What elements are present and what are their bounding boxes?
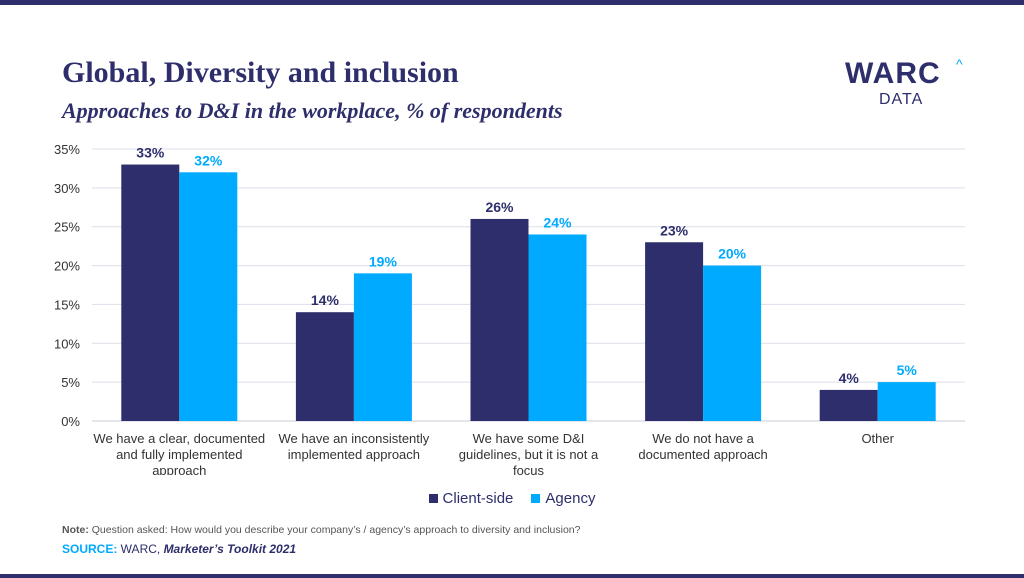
data-label: 24% <box>543 214 572 230</box>
source-org: WARC, <box>117 542 164 556</box>
data-label: 19% <box>369 253 398 269</box>
x-tick-label: We have an inconsistently <box>279 431 430 446</box>
data-label: 20% <box>718 246 747 262</box>
legend-item-agency: Agency <box>531 490 595 507</box>
y-tick-label: 30% <box>54 181 80 196</box>
x-tick-label: guidelines, but it is not a <box>459 447 599 462</box>
top-accent-bar <box>0 0 1024 5</box>
x-tick-label: We have some D&I <box>473 431 585 446</box>
y-tick-label: 35% <box>54 142 80 157</box>
bottom-accent-bar <box>0 574 1024 578</box>
data-label: 23% <box>660 222 689 238</box>
chart-subtitle: Approaches to D&I in the workplace, % of… <box>62 98 563 123</box>
bar-chart: 0% 5% 10% 15% 20% 25% 30% 35% 33% 32% We have a cl… <box>54 142 965 475</box>
x-tick-label: Other <box>861 431 894 446</box>
logo-caret-icon: ^ <box>956 56 963 72</box>
data-label: 26% <box>485 199 514 215</box>
data-label: 4% <box>839 370 860 386</box>
y-tick-label: 10% <box>54 336 80 351</box>
bar-client-side <box>645 242 704 421</box>
x-tick-label: approach <box>152 463 206 475</box>
y-tick-label: 5% <box>61 375 80 390</box>
bar-agency <box>179 172 238 421</box>
bar-client-side <box>819 389 878 421</box>
footnote: Note: Question asked: How would you desc… <box>62 524 580 536</box>
source-title: Marketer’s Toolkit 2021 <box>163 542 297 556</box>
bar-agency <box>353 273 412 421</box>
x-tick-label: documented approach <box>638 447 767 462</box>
source-key: SOURCE: <box>62 542 118 556</box>
logo-subtext: DATA <box>879 91 924 108</box>
logo-wordmark: WARC <box>845 57 941 90</box>
x-tick-label: implemented approach <box>288 447 420 462</box>
bar-agency <box>528 234 587 421</box>
source-line: SOURCE: WARC, Marketer’s Toolkit 2021 <box>62 542 296 556</box>
bar-client-side <box>121 164 180 422</box>
data-label: 33% <box>136 145 165 161</box>
data-label: 32% <box>194 152 223 168</box>
chart-title: Global, Diversity and inclusion <box>62 56 459 89</box>
y-tick-label: 0% <box>61 414 80 429</box>
legend-label-agency: Agency <box>545 490 596 507</box>
legend-swatch-agency <box>531 494 541 503</box>
note-key: Note: <box>62 524 89 536</box>
x-tick-label: and fully implemented <box>116 447 242 462</box>
x-tick-label: We have a clear, documented <box>93 431 265 446</box>
bar-agency <box>877 382 936 421</box>
warc-data-logo: WARC ^ DATA <box>845 56 975 114</box>
bar-client-side <box>470 218 529 421</box>
bar-agency <box>703 265 762 421</box>
chart-legend: Client-side Agency <box>0 490 1024 507</box>
legend-item-client-side: Client-side <box>428 490 514 507</box>
data-label: 5% <box>897 362 918 378</box>
note-text: Question asked: How would you describe y… <box>88 524 581 536</box>
y-tick-label: 20% <box>54 259 80 274</box>
x-tick-label: focus <box>513 463 545 475</box>
legend-label-client-side: Client-side <box>442 490 514 507</box>
x-tick-label: We do not have a <box>652 431 754 446</box>
y-tick-label: 25% <box>54 220 80 235</box>
legend-swatch-client-side <box>428 494 438 503</box>
data-label: 14% <box>311 292 340 308</box>
bar-client-side <box>295 312 354 421</box>
y-tick-label: 15% <box>54 297 80 312</box>
